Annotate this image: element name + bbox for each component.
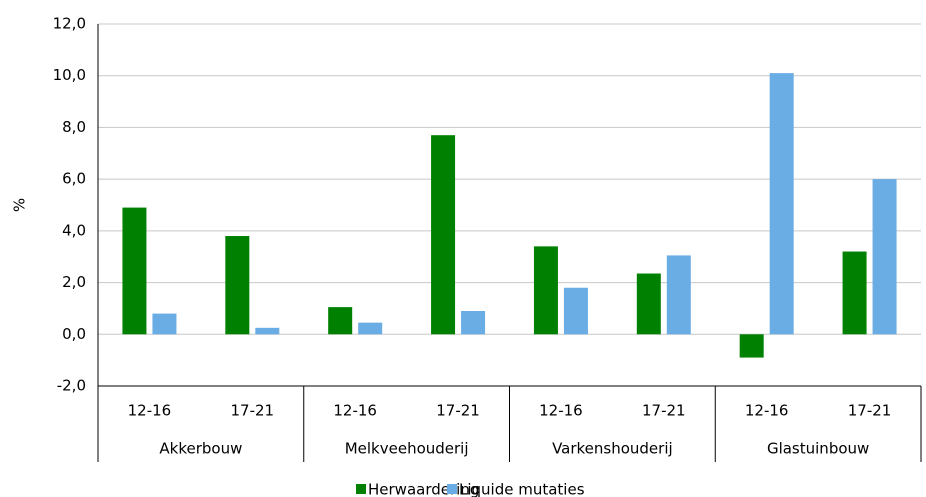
bar bbox=[152, 313, 177, 335]
group-label: Melkveehouderij bbox=[345, 440, 469, 458]
x-tick-label: 12-16 bbox=[333, 402, 377, 420]
bar bbox=[739, 334, 764, 358]
y-tick-label: 10,0 bbox=[53, 66, 86, 84]
y-tick-label: 6,0 bbox=[62, 170, 86, 188]
y-tick-label: 8,0 bbox=[62, 118, 86, 136]
x-tick-label: 17-21 bbox=[436, 402, 480, 420]
y-tick-label: 12,0 bbox=[53, 15, 86, 33]
x-tick-label: 12-16 bbox=[539, 402, 583, 420]
x-tick-label: 17-21 bbox=[848, 402, 892, 420]
bar bbox=[872, 179, 897, 335]
bar bbox=[563, 287, 588, 335]
bar bbox=[461, 311, 486, 335]
bar bbox=[328, 307, 353, 335]
y-tick-label: 0,0 bbox=[62, 325, 86, 343]
bar bbox=[666, 255, 691, 335]
legend-swatch bbox=[356, 484, 366, 494]
group-label: Glastuinbouw bbox=[767, 440, 869, 458]
legend-label: Liquide mutaties bbox=[459, 481, 585, 497]
x-tick-label: 12-16 bbox=[745, 402, 789, 420]
bar bbox=[769, 73, 794, 335]
bar bbox=[358, 322, 383, 335]
bar bbox=[636, 273, 661, 335]
bar bbox=[122, 207, 147, 335]
bar bbox=[842, 251, 867, 335]
y-tick-label: 4,0 bbox=[62, 221, 86, 239]
bar bbox=[255, 327, 280, 335]
x-tick-label: 17-21 bbox=[642, 402, 686, 420]
bar bbox=[533, 246, 558, 335]
legend-swatch bbox=[447, 484, 457, 494]
group-label: Akkerbouw bbox=[159, 440, 242, 458]
group-label: Varkenshouderij bbox=[552, 440, 673, 458]
y-tick-label: 2,0 bbox=[62, 273, 86, 291]
y-axis-label: % bbox=[11, 198, 29, 212]
bar bbox=[431, 135, 456, 335]
x-tick-label: 12-16 bbox=[128, 402, 172, 420]
y-tick-label: -2,0 bbox=[57, 377, 86, 395]
x-tick-label: 17-21 bbox=[231, 402, 275, 420]
bar bbox=[225, 236, 250, 335]
